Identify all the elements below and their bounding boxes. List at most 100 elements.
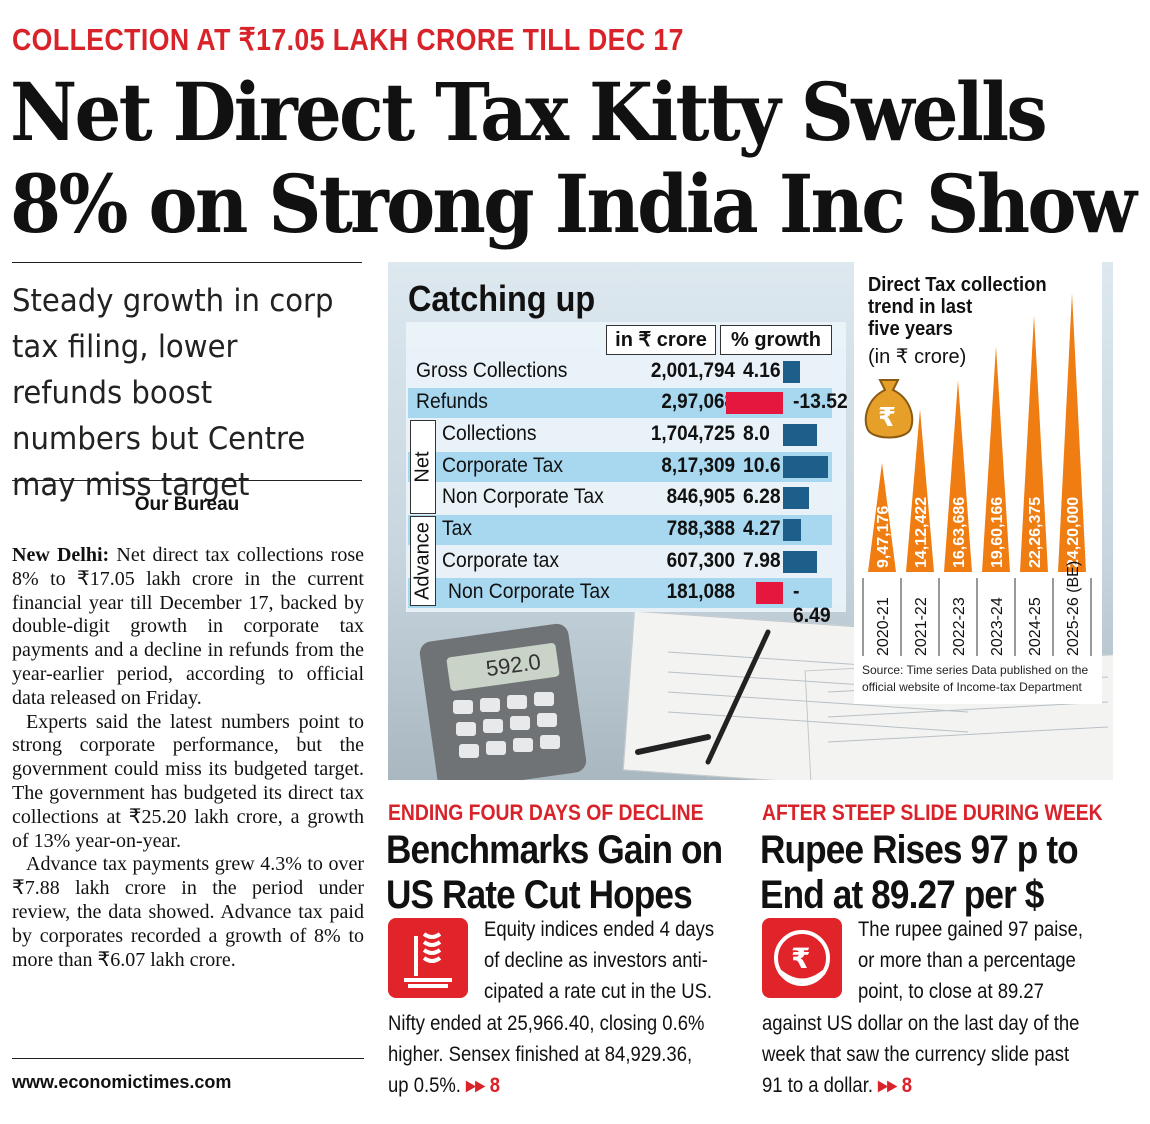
row-label: Gross Collections [416, 359, 568, 382]
kicker: COLLECTION AT ₹17.05 LAKH CRORE TILL DEC… [12, 22, 684, 57]
row-label: Refunds [416, 390, 488, 413]
story2-jump-link[interactable]: ▸▸ 8 [878, 1074, 913, 1097]
story2-kicker: AFTER STEEP SLIDE DURING WEEK [762, 800, 1103, 825]
headline-line-2: 8% on Strong India Inc Show [10, 157, 1137, 251]
headline-line-1: Net Direct Tax Kitty Swells [10, 65, 1048, 159]
rupee-symbol: ₹ [878, 403, 896, 433]
row-label: Non Corporate Tax [448, 580, 610, 603]
year-label: 2024-25 [1027, 597, 1044, 656]
paragraph-2: Experts said the latest numbers point to… [12, 710, 364, 852]
spike-value-label: 22,26,375 [1027, 497, 1044, 568]
spike-value-label: 16,63,686 [951, 497, 968, 568]
growth-bar [755, 582, 783, 604]
row-label: Collections [442, 422, 537, 445]
year-label: 2025-26 (BE) [1065, 561, 1082, 656]
growth-bar [783, 487, 810, 509]
table-row: Tax 788,388 4.27 [408, 515, 832, 545]
dateline: New Delhi: [12, 544, 110, 566]
trend-spike [982, 346, 1010, 572]
paragraph-1: New Delhi: Net direct tax collections ro… [12, 544, 364, 711]
table-row: Non Corporate Tax 846,905 6.28 [408, 483, 832, 513]
trend-spike [1058, 293, 1086, 572]
website-link[interactable]: www.economictimes.com [12, 1072, 232, 1092]
story1-kicker: ENDING FOUR DAYS OF DECLINE [388, 800, 704, 825]
story1-body-top: Equity indices ended 4 days of decline a… [484, 918, 715, 1003]
deck-bottom-rule [12, 480, 362, 481]
column-header-crore: in ₹ crore [606, 325, 716, 355]
row-value: 788,388 [666, 517, 735, 540]
group-label-advance: Advance [410, 516, 436, 606]
growth-bar [783, 361, 801, 383]
row-value: 8,17,309 [661, 454, 735, 477]
rupee-logo-symbol: ₹ [791, 942, 810, 975]
spike-value-label: 19,60,166 [989, 497, 1006, 568]
source-note: Source: Time series Data published on th… [862, 663, 1089, 694]
story1-jump-link[interactable]: ▸▸ 8 [466, 1074, 501, 1097]
spike-value-label: 24,20,000 [1065, 497, 1082, 568]
row-growth: -13.52 [793, 390, 848, 413]
year-label: 2022-23 [951, 597, 968, 656]
table-row: Refunds 2,97,068 -13.52 [408, 388, 848, 418]
row-value: 607,300 [666, 549, 735, 572]
trend-spike [944, 380, 972, 572]
trend-chart: 9,47,176 2020-21 14,12,422 2021-22 16,63,686… [862, 293, 1092, 656]
year-label: 2023-24 [989, 597, 1006, 656]
row-growth: 4.27 [743, 517, 781, 540]
growth-bar [783, 551, 817, 573]
rupee-coin-icon: ₹ [774, 930, 830, 986]
row-value: 181,088 [666, 580, 735, 603]
paragraph-3: Advance tax payments grew 4.3% to over ₹… [12, 853, 364, 971]
column-header-growth: % growth [720, 325, 832, 355]
row-label: Tax [442, 517, 473, 540]
spike-value-label: 14,12,422 [913, 497, 930, 568]
trend-unit: (in ₹ crore) [868, 346, 967, 368]
table-row: Gross Collections 2,001,794 4.16 [408, 357, 832, 387]
year-label: 2020-21 [875, 597, 892, 656]
row-growth: 4.16 [743, 359, 781, 382]
spike-value-label: 9,47,176 [875, 506, 892, 568]
byline: Our Bureau [134, 494, 240, 515]
article-body: New Delhi: Net direct tax collections ro… [12, 544, 364, 972]
deck: Steady growth in corp tax filing, lower … [12, 283, 334, 503]
growth-bar [783, 456, 828, 478]
story2-body-top: The rupee gained 97 paise, or more than … [858, 918, 1084, 1003]
story2-body-bottom: against US dollar on the last day of the… [762, 1012, 1080, 1097]
desk-illustration: 592.0 [419, 623, 1108, 780]
row-growth: 7.98 [743, 549, 781, 572]
row-value: 1,704,725 [650, 422, 735, 445]
story2-headline: Rupee Rises 97 p to End at 89.27 per $ [760, 828, 1079, 917]
paragraph-1-text: Net direct tax collections rose 8% to ₹1… [12, 544, 364, 709]
row-value: 2,97,068 [661, 390, 735, 413]
markets-logo-icon [388, 918, 468, 998]
row-growth: 8.0 [743, 422, 770, 445]
rupee-logo-icon: ₹ [762, 918, 842, 998]
deck-top-rule [12, 262, 362, 263]
headline: Net Direct Tax Kitty Swells 8% on Strong… [10, 65, 1137, 251]
growth-bar [783, 424, 817, 446]
trend-spike [906, 409, 934, 572]
trend-spike [1020, 315, 1048, 572]
trend-title: Direct Tax collection trend in last five… [868, 274, 1047, 340]
row-label: Corporate Tax [442, 454, 564, 477]
row-growth: 6.28 [743, 485, 781, 508]
trend-panel: Direct Tax collection trend in last five… [854, 262, 1102, 704]
row-label: Corporate tax [442, 549, 560, 572]
growth-bar [726, 392, 783, 414]
table-row: Corporate Tax 8,17,309 10.6 [408, 452, 832, 482]
story1-headline: Benchmarks Gain on US Rate Cut Hopes [386, 828, 723, 917]
group-label-net: Net [410, 420, 436, 514]
table-row: Non Corporate Tax 181,088 - 6.49 [408, 578, 832, 627]
growth-bar [783, 519, 801, 541]
table-row: Corporate tax 607,300 7.98 [408, 547, 832, 577]
story1-body-bottom: Nifty ended at 25,966.40, closing 0.6% h… [388, 1012, 705, 1097]
year-label: 2021-22 [913, 597, 930, 656]
row-growth: 10.6 [743, 454, 781, 477]
money-bag-icon: ₹ [864, 379, 914, 439]
row-growth: - 6.49 [793, 580, 831, 627]
row-value: 846,905 [666, 485, 735, 508]
table-row: Collections 1,704,725 8.0 [408, 420, 832, 450]
infographic: 592.0 Catching up in ₹ crore % growth Gr… [388, 262, 1113, 780]
graphic-title: Catching up [408, 278, 596, 319]
trend-spike [868, 462, 896, 572]
row-value: 2,001,794 [650, 359, 735, 382]
